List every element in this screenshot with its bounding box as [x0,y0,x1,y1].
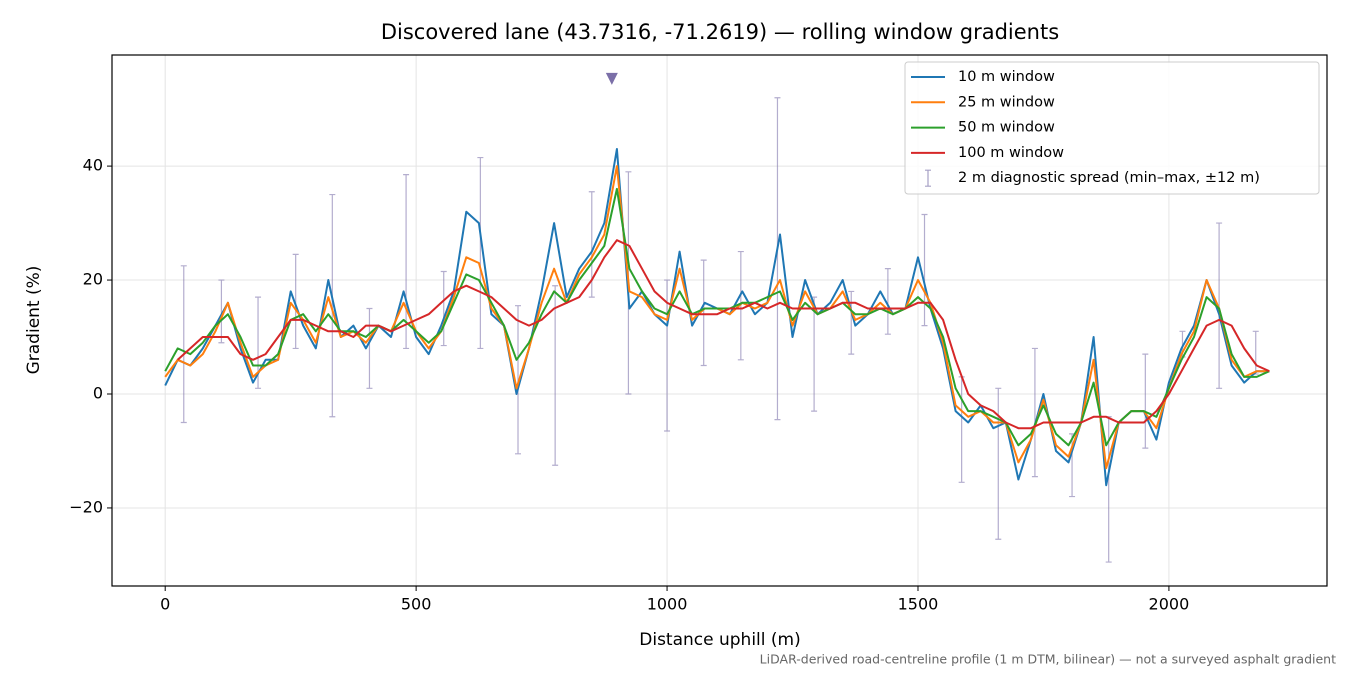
x-tick-label: 1000 [647,595,688,614]
legend-box [904,61,1320,195]
x-tick-label: 0 [160,595,170,614]
error-bar [1142,353,1149,449]
series-line [164,187,1270,447]
y-tick-label: 40 [83,156,103,175]
legend-label: 2 m diagnostic spread (min–max, ±12 m) [958,170,1260,186]
error-bar [664,279,671,432]
error-bar [515,305,522,455]
legend-swatch [925,169,931,187]
x-axis-label: Distance uphill (m) [639,630,800,650]
footnote: LiDAR-derived road-centreline profile (1… [760,652,1336,667]
error-bar [1216,222,1223,389]
error-bar [995,387,1002,540]
error-bar [403,174,410,350]
legend-label: 25 m window [958,94,1055,110]
y-tick-label: −20 [69,497,103,516]
error-bar [552,285,559,466]
legend-label: 10 m window [958,69,1055,85]
error-bar [921,213,928,327]
error-bar [884,268,891,335]
error-bar [218,279,225,344]
error-bar [329,193,336,418]
chart-title: Discovered lane (43.7316, -71.2619) — ro… [381,20,1059,44]
error-bar [180,265,187,424]
legend: 10 m window 25 m window 50 m window 100 m w… [904,61,1320,195]
x-tick-label: 1500 [898,595,939,614]
error-bar [1252,330,1259,375]
legend-label: 100 m window [958,145,1064,161]
x-tick-label: 2000 [1149,595,1190,614]
error-bar [440,270,447,347]
error-bar [737,250,744,361]
x-tick-label: 500 [401,595,432,614]
plot-frame [111,54,1328,587]
error-bar [366,307,373,389]
error-bar [700,259,707,367]
series-line [177,239,1270,430]
y-tick-label: 0 [93,383,103,402]
y-axis-label: Gradient (%) [24,266,44,375]
peak-marker [605,72,618,85]
legend-label: 50 m window [958,120,1055,136]
error-bar [477,156,484,350]
error-bar [958,376,965,483]
error-bar [774,97,781,421]
error-bar [292,253,299,350]
error-bar [1031,347,1038,478]
y-tick-label: 20 [83,270,103,289]
